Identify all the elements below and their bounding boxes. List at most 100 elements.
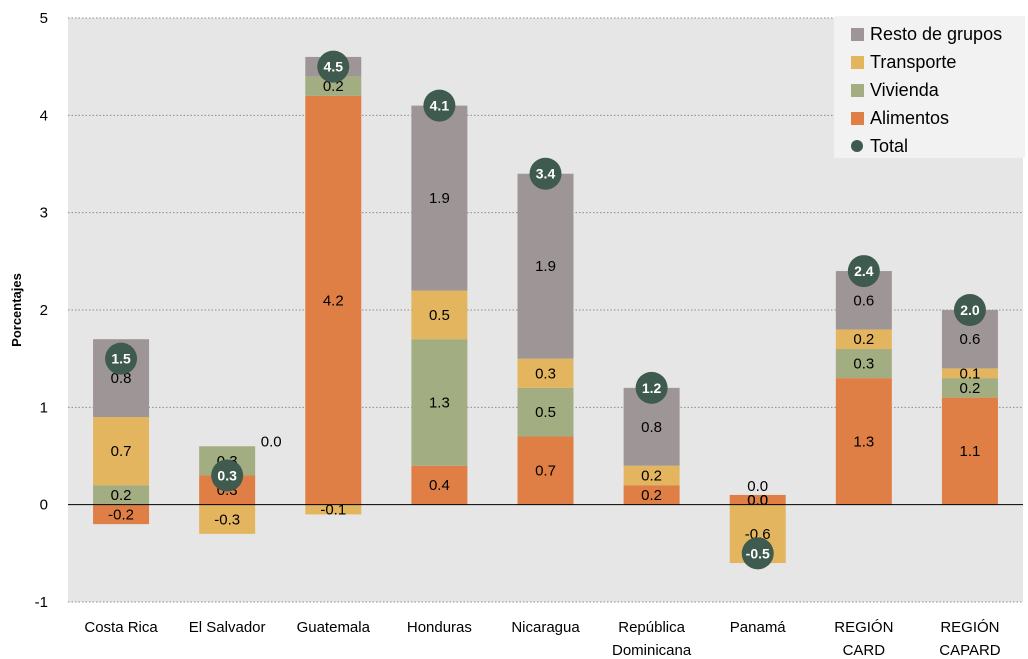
legend-marker	[851, 140, 863, 152]
total-marker	[635, 371, 668, 404]
x-tick-label: CAPARD	[939, 642, 1001, 659]
bar-segment	[517, 436, 574, 505]
total-marker	[953, 294, 986, 326]
data-label: 0.6	[853, 292, 874, 309]
data-label: 0.4	[429, 477, 450, 494]
data-label: 0.1	[960, 365, 981, 382]
bar-segment	[199, 504, 256, 534]
bar-segment	[835, 329, 892, 349]
total-marker	[847, 255, 880, 288]
data-label: 0.2	[641, 487, 662, 504]
total-label: 0.3	[217, 467, 237, 483]
data-label: 4.2	[323, 292, 344, 309]
bar-segment	[305, 95, 362, 505]
x-tick-label: REGIÓN	[834, 619, 893, 636]
data-label: -0.3	[214, 511, 240, 528]
data-label: 1.9	[535, 258, 556, 275]
total-label: 1.2	[642, 380, 662, 396]
total-marker	[317, 50, 350, 83]
total-marker	[423, 89, 456, 122]
legend-box	[834, 16, 1025, 158]
data-label: -0.6	[745, 526, 771, 543]
data-label: 0.6	[960, 331, 981, 348]
y-axis: -1 0 1 2 3 4 5	[35, 10, 48, 611]
bar-segment	[93, 417, 150, 486]
data-label: 1.9	[429, 190, 450, 207]
total-label: -0.5	[746, 545, 770, 561]
data-label: 0.2	[111, 487, 132, 504]
data-label: 0.0	[747, 492, 768, 509]
total-marker	[741, 537, 774, 570]
x-tick-label: Honduras	[407, 619, 472, 636]
x-tick-label: Nicaragua	[511, 619, 580, 636]
bar-segment	[411, 105, 468, 291]
data-label: 0.8	[641, 419, 662, 436]
data-label: 0.0	[747, 492, 768, 509]
bar-segment	[517, 387, 574, 437]
data-label: 0.8	[111, 370, 132, 387]
data-label: 0.2	[853, 331, 874, 348]
y-tick-label: 0	[40, 497, 48, 514]
data-label: 0.3	[853, 356, 874, 373]
total-label: 1.5	[111, 351, 131, 367]
x-tick-label: Guatemala	[297, 619, 371, 636]
legend-label: Vivienda	[870, 80, 940, 100]
bar-segment	[411, 465, 468, 505]
bar-segment	[517, 173, 574, 359]
y-tick-label: 2	[40, 302, 48, 319]
legend-label: Alimentos	[870, 108, 949, 128]
data-label: 1.3	[429, 394, 450, 411]
legend-swatch	[851, 84, 864, 97]
legend-swatch	[851, 28, 864, 41]
data-label: 0.0	[261, 433, 282, 450]
segment-labels: -0.20.20.70.80.30.3-0.30.04.20.2-0.10.20…	[108, 59, 980, 543]
total-marker	[211, 459, 244, 492]
data-label: 1.3	[853, 433, 874, 450]
data-label: 0.2	[641, 467, 662, 484]
data-label: 0.3	[535, 365, 556, 382]
y-tick-label: 1	[40, 399, 48, 416]
total-label: 2.0	[960, 302, 980, 318]
data-label: 0.2	[960, 380, 981, 397]
bar-segment	[941, 397, 998, 505]
data-label: 0.7	[535, 463, 556, 480]
bar-segment	[623, 465, 680, 486]
bar-segment	[93, 504, 150, 525]
legend: Resto de grupos Transporte Vivienda Aliment…	[834, 16, 1025, 158]
total-label: 2.4	[854, 263, 874, 279]
legend-label: Transporte	[870, 52, 956, 72]
bar-segment	[93, 485, 150, 505]
bar-segment	[517, 358, 574, 388]
bar-segment	[411, 290, 468, 340]
bar-segment	[305, 504, 362, 515]
legend-label: Total	[870, 136, 908, 156]
x-axis: Costa Rica El Salvador Guatemala Honduras Ni…	[84, 619, 1000, 659]
legend-swatch	[851, 112, 864, 125]
data-label: 1.1	[960, 443, 981, 460]
bar-segment	[941, 368, 998, 379]
data-label: -0.2	[108, 506, 134, 523]
total-label: 3.4	[536, 166, 556, 182]
total-markers: 1.5 0.3 4.5 4.1 3.4 1.2 -0.5 2.4 2.0	[105, 50, 986, 570]
bar-segment	[941, 378, 998, 398]
bar-segment	[835, 378, 892, 505]
data-label: 0.5	[535, 404, 556, 421]
x-tick-label: Costa Rica	[84, 619, 158, 636]
y-axis-title: Porcentajes	[9, 273, 24, 347]
x-tick-label: Panamá	[730, 619, 787, 636]
total-marker	[105, 342, 138, 375]
data-label: 0.2	[323, 78, 344, 95]
data-label: 0.7	[111, 443, 132, 460]
total-marker	[529, 157, 562, 190]
y-tick-label: 3	[40, 205, 48, 222]
y-tick-label: -1	[35, 594, 48, 611]
y-tick-label: 5	[40, 10, 48, 27]
x-tick-label: El Salvador	[189, 619, 266, 636]
bar-segment	[305, 76, 362, 96]
total-label: 4.1	[430, 98, 450, 114]
x-tick-label: CARD	[843, 642, 886, 659]
legend-swatch	[851, 56, 864, 69]
bar-segment	[835, 348, 892, 379]
data-label: 0.5	[429, 307, 450, 324]
